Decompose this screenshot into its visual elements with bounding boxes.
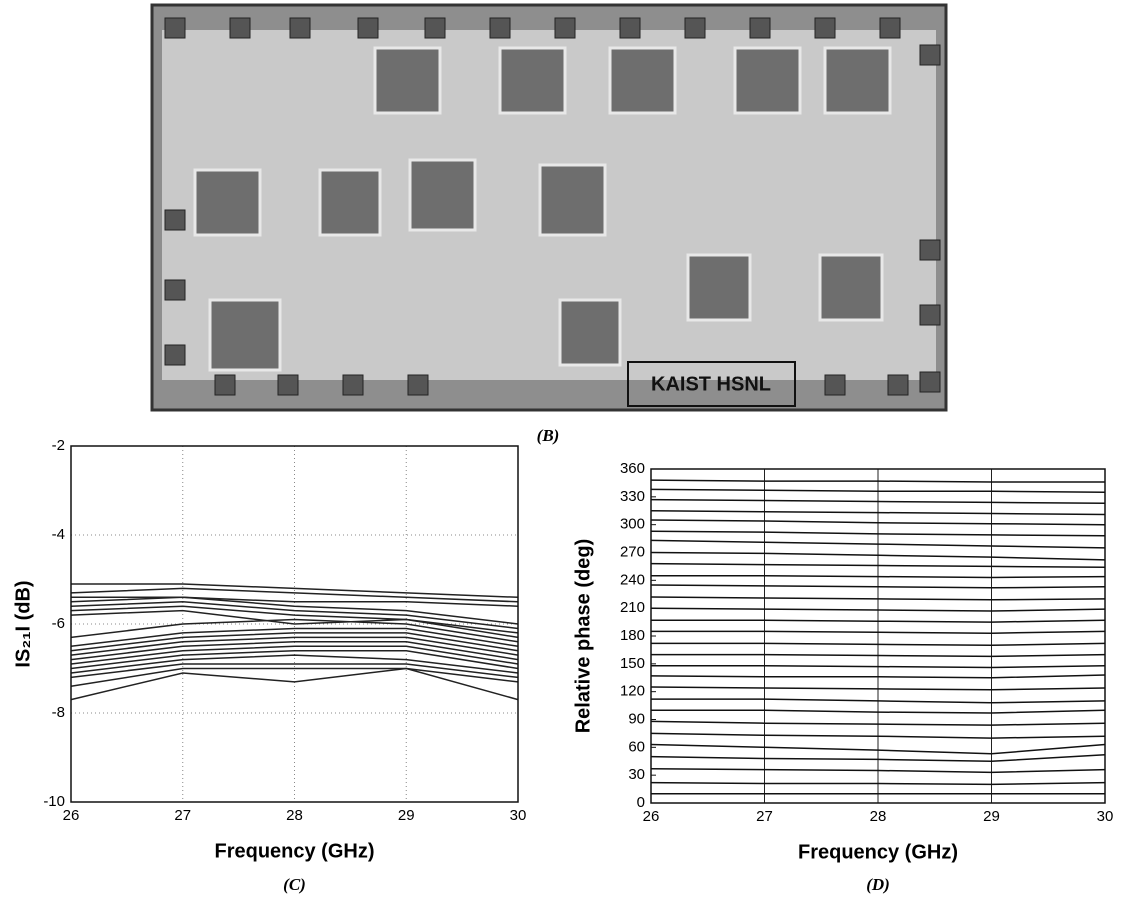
series-line [651,664,1106,669]
y-tick-label: 240 [620,571,645,588]
series-line [650,596,1106,601]
chip-label: KAIST HSNL [651,373,771,395]
x-axis-label: Frequency (GHz) [214,840,374,862]
series-line [70,667,519,688]
series-line [70,636,519,656]
y-axis-label: Relative phase (deg) [572,539,594,734]
series-line [70,587,519,603]
series-line [650,498,1106,505]
series-line [70,609,519,634]
y-tick-label: 90 [628,710,645,727]
x-tick-label: 27 [174,807,191,824]
x-tick-label: 27 [756,808,773,825]
series-line [651,709,1106,714]
series-line [71,583,519,599]
series-line [650,720,1106,726]
series-line [650,584,1106,589]
y-tick-label: -2 [52,437,65,454]
y-tick-label: 210 [620,599,645,616]
y-tick-label: -4 [52,526,65,543]
series-line [651,698,1106,704]
x-tick-label: 26 [643,808,660,825]
y-tick-label: 300 [620,516,645,533]
series-line [70,667,519,701]
series-line [70,645,519,665]
x-tick-label: 29 [398,807,415,824]
series-line [650,754,1106,763]
series-line [70,596,519,625]
x-tick-label: 29 [983,808,1000,825]
y-tick-label: 60 [628,738,645,755]
series-line [650,562,1106,569]
series-line [650,479,1105,483]
series-line [651,642,1106,647]
series-line [70,632,519,652]
series-line [650,607,1106,612]
y-tick-label: 360 [620,460,645,477]
plot-frame [650,468,1106,804]
y-tick-label: 180 [620,627,645,644]
series-line [650,674,1106,679]
series-line [70,601,519,630]
series-line [650,530,1106,537]
series-line [651,630,1106,634]
series-line [650,519,1106,526]
x-axis-label: Frequency (GHz) [798,841,958,863]
chip-photo: KAIST HSNL [150,3,948,412]
series-line [650,732,1106,739]
y-tick-label: -6 [52,615,65,632]
series-line [651,619,1106,623]
x-tick-label: 28 [286,807,303,824]
series-line [70,649,519,670]
y-tick-label: 0 [637,794,645,811]
series-line [651,653,1106,658]
series-line [650,767,1106,774]
series-line [70,627,519,648]
series-line [70,605,519,639]
series-line [650,781,1106,786]
y-tick-label: 270 [620,543,645,560]
series-line [650,743,1106,755]
y-tick-label: 330 [620,488,645,505]
y-tick-label: 150 [620,655,645,672]
series-line [70,641,519,661]
series-line [71,596,519,607]
y-tick-label: 30 [628,766,645,783]
x-tick-label: 30 [510,807,527,824]
plot-frame [70,445,519,803]
y-tick-label: 120 [620,683,645,700]
y-axis-label: IS₂₁I (dB) [12,580,34,667]
series-line [650,539,1106,549]
x-tick-label: 26 [63,807,80,824]
series-line [650,551,1106,561]
series-line [650,686,1106,691]
series-line [70,663,519,679]
panel-caption: (C) [283,875,306,894]
panel-caption: (D) [866,875,890,894]
y-tick-label: -10 [43,793,65,810]
x-tick-label: 28 [870,808,887,825]
panel-caption: (B) [537,426,560,445]
series-line [650,488,1106,493]
series-line [650,510,1106,516]
y-tick-label: -8 [52,704,65,721]
series-line [651,574,1106,579]
x-tick-label: 30 [1097,808,1114,825]
series-line [70,654,519,674]
series-line [70,618,519,643]
